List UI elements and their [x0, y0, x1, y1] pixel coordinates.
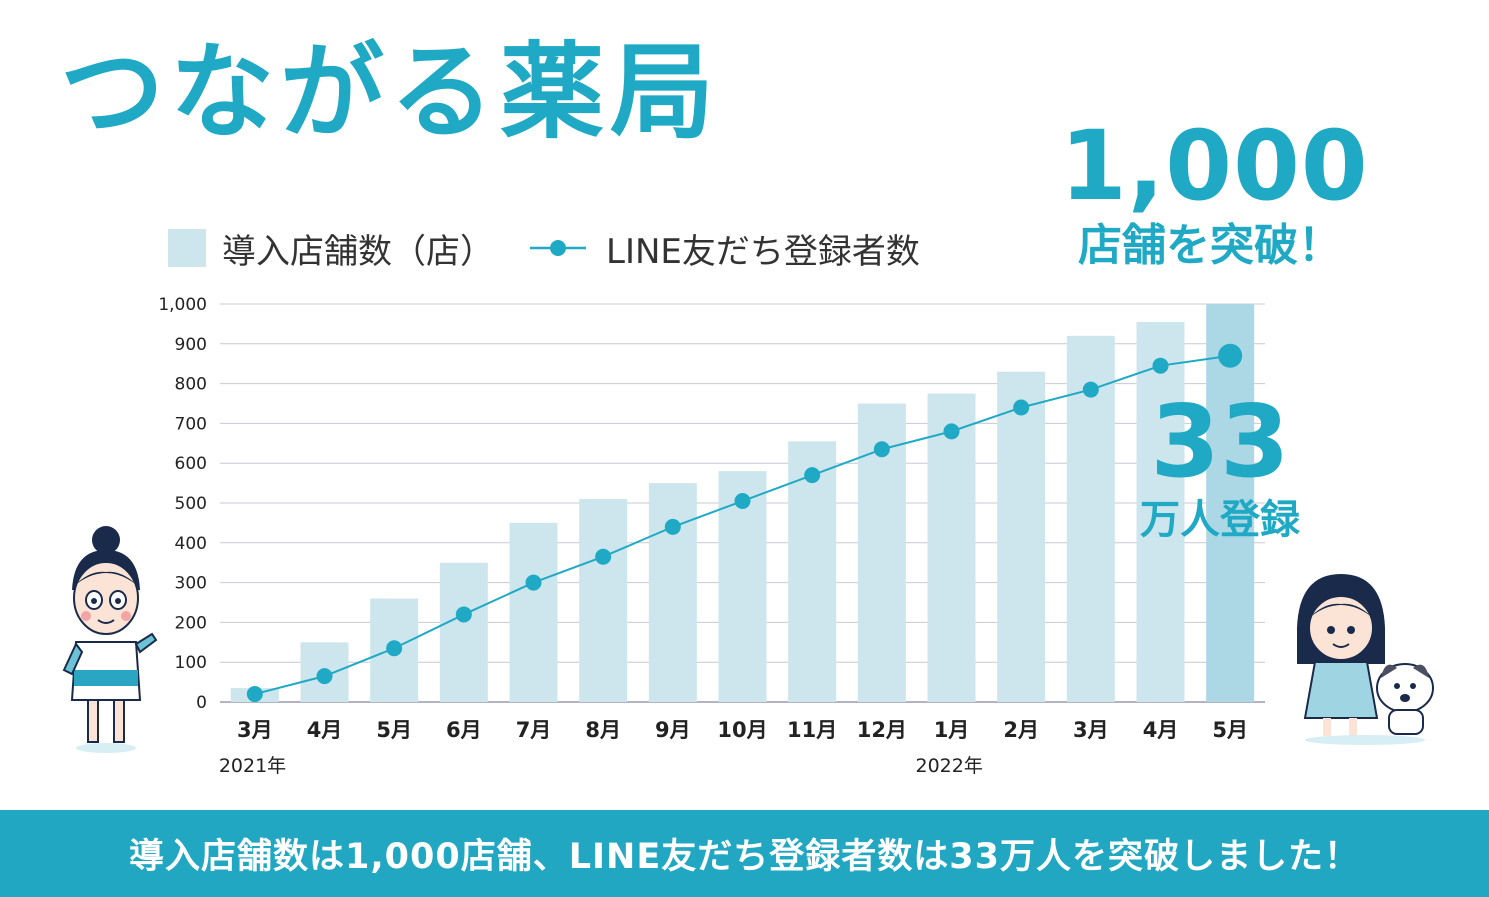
line-point [804, 467, 821, 484]
bar [579, 499, 628, 702]
x-tick-label: 2月 [1003, 718, 1039, 742]
x-tick-label: 5月 [376, 718, 412, 742]
y-tick-label: 1,000 [158, 295, 207, 315]
x-tick-label: 1月 [934, 718, 970, 742]
y-tick-label: 100 [175, 653, 207, 673]
legend-line-label: LINE友だち登録者数 [606, 231, 920, 272]
y-tick-label: 0 [196, 693, 207, 713]
page-title: つながる薬局 [60, 31, 721, 153]
year-label: 2022年 [916, 755, 983, 777]
legend-bar-swatch [168, 229, 206, 267]
bar [1206, 304, 1255, 702]
year-label: 2021年 [219, 755, 286, 777]
x-tick-label: 11月 [787, 718, 837, 742]
stores-callout: 1,000 店舗を突破！ [1060, 110, 1369, 273]
y-tick-label: 400 [175, 534, 207, 554]
x-tick-label: 10月 [717, 718, 767, 742]
line-point [1013, 399, 1030, 416]
bar [439, 562, 488, 702]
x-tick-label: 5月 [1212, 718, 1248, 742]
y-tick-label: 900 [175, 335, 207, 355]
line-point [943, 423, 960, 440]
bar [788, 441, 837, 702]
x-tick-label: 4月 [1143, 718, 1179, 742]
pharmacist-mascot-illustration [62, 526, 158, 753]
line-point [873, 441, 890, 458]
x-tick-label: 4月 [307, 718, 343, 742]
x-tick-label: 9月 [655, 718, 691, 742]
y-tick-label: 600 [175, 454, 207, 474]
x-tick-label: 3月 [237, 718, 273, 742]
x-tick-label: 8月 [585, 718, 621, 742]
line-point [386, 640, 403, 657]
friends-callout-number: 33 [1150, 383, 1290, 500]
friends-callout-text: 万人登録 [1140, 497, 1300, 543]
girl-and-dog-illustration [1297, 574, 1434, 745]
line-point [664, 518, 681, 535]
line-point [455, 606, 472, 623]
line-point [595, 548, 612, 565]
x-tick-label: 12月 [857, 718, 907, 742]
bar [927, 393, 976, 702]
y-tick-label: 800 [175, 375, 207, 395]
x-tick-label: 6月 [446, 718, 482, 742]
line-point [734, 493, 751, 510]
line-point [525, 574, 542, 591]
bar [648, 483, 697, 702]
y-tick-label: 700 [175, 414, 207, 434]
stores-callout-number: 1,000 [1060, 110, 1369, 222]
legend-line-swatch [530, 240, 586, 256]
bar [997, 371, 1046, 702]
summary-banner: 導入店舗数は1,000店舗、LINE友だち登録者数は33万人を突破しました！ [0, 810, 1489, 897]
line-point [246, 686, 263, 703]
x-tick-label: 3月 [1073, 718, 1109, 742]
bar [718, 471, 767, 702]
friends-callout: 33 万人登録 [1120, 392, 1320, 544]
bar [509, 522, 558, 702]
x-tick-label: 7月 [516, 718, 552, 742]
line-point [316, 668, 333, 685]
y-tick-label: 200 [175, 613, 207, 633]
y-tick-label: 500 [175, 494, 207, 514]
legend-bar-label: 導入店舗数（店） [222, 231, 494, 272]
stores-callout-text: 店舗を突破！ [1078, 220, 1342, 271]
y-tick-label: 300 [175, 574, 207, 594]
line-point [1082, 381, 1099, 398]
line-point [1152, 357, 1169, 374]
chart-legend: 導入店舗数（店） LINE友だち登録者数 [168, 226, 920, 272]
bar [1136, 321, 1185, 702]
chart-area: 0 100 200 300 400 500 600 700 800 900 1,000 3月 4月 5月 6… [158, 295, 1265, 777]
line-point [1218, 343, 1243, 368]
